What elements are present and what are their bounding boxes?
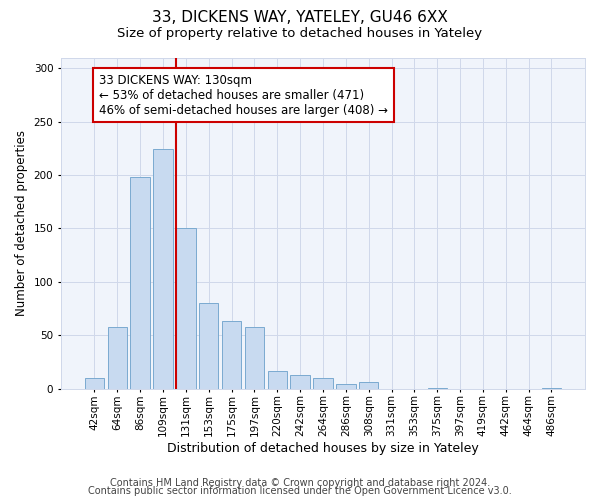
Y-axis label: Number of detached properties: Number of detached properties [15, 130, 28, 316]
X-axis label: Distribution of detached houses by size in Yateley: Distribution of detached houses by size … [167, 442, 479, 455]
Bar [542, 388, 561, 389]
Bar [336, 384, 356, 389]
Bar [130, 177, 150, 389]
Text: 33 DICKENS WAY: 130sqm
← 53% of detached houses are smaller (471)
46% of semi-de: 33 DICKENS WAY: 130sqm ← 53% of detached… [99, 74, 388, 116]
Text: Contains HM Land Registry data © Crown copyright and database right 2024.: Contains HM Land Registry data © Crown c… [110, 478, 490, 488]
Bar [359, 382, 379, 389]
Bar [222, 322, 241, 389]
Bar [154, 150, 173, 389]
Bar [85, 378, 104, 389]
Text: Size of property relative to detached houses in Yateley: Size of property relative to detached ho… [118, 28, 482, 40]
Bar [199, 304, 218, 389]
Bar [245, 327, 264, 389]
Bar [107, 327, 127, 389]
Bar [428, 388, 447, 389]
Bar [176, 228, 196, 389]
Text: Contains public sector information licensed under the Open Government Licence v3: Contains public sector information licen… [88, 486, 512, 496]
Bar [313, 378, 332, 389]
Bar [290, 375, 310, 389]
Bar [268, 370, 287, 389]
Text: 33, DICKENS WAY, YATELEY, GU46 6XX: 33, DICKENS WAY, YATELEY, GU46 6XX [152, 10, 448, 25]
